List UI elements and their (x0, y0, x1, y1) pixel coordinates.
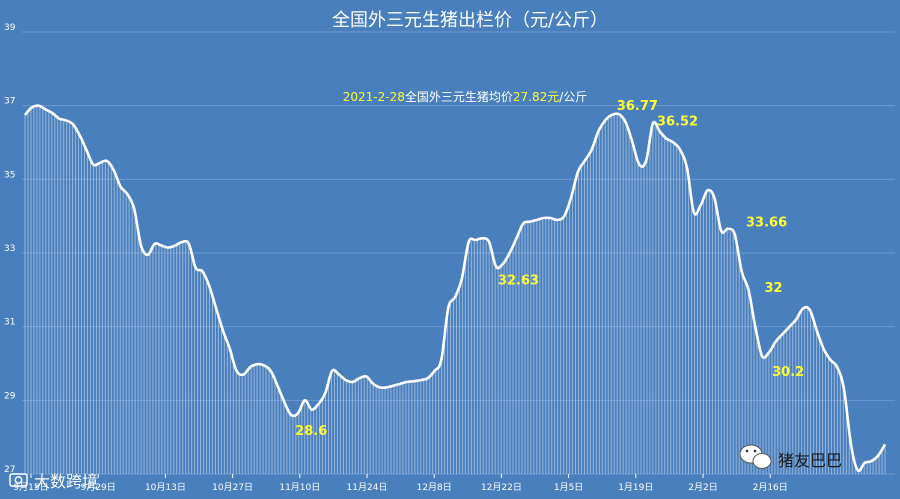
data-label: 36.77 (617, 99, 658, 114)
axis-labels: 27 29 31 33 35 37 39 9月15日 9月29日 10月13日 10月27日 11月1… (4, 23, 788, 493)
series-line (23, 104, 887, 473)
y-tick-label: 39 (4, 23, 16, 33)
x-tick-label: 1月5日 (554, 482, 583, 493)
y-tick-label: 31 (4, 318, 15, 328)
watermark-left: 大数跨境 (9, 472, 98, 491)
camera-icon (9, 473, 28, 487)
x-tick-label: 10月13日 (145, 482, 186, 493)
subtitle-date: 2021-2-28 (343, 90, 405, 104)
y-tick-label: 37 (4, 97, 15, 107)
chart-subtitle: 2021-2-28全国外三元生猪均价27.82元/公斤 (343, 89, 588, 104)
x-tick-label: 1月19日 (618, 482, 653, 493)
series-line-layer (23, 104, 887, 473)
subtitle-value: 27.82元 (513, 90, 559, 104)
watermark-left-text: 大数跨境 (34, 472, 98, 491)
data-label: 32 (764, 281, 782, 296)
data-label: 32.63 (498, 274, 539, 289)
x-tick-label: 12月8日 (417, 482, 452, 493)
data-label: 33.66 (746, 216, 787, 231)
data-label: 36.52 (657, 114, 698, 129)
data-label: 30.2 (772, 365, 804, 380)
x-tick-label: 11月24日 (347, 482, 388, 493)
subtitle-unit: /公斤 (559, 90, 587, 104)
x-tick-label: 10月27日 (212, 482, 253, 493)
y-tick-label: 33 (4, 244, 15, 254)
area-hatch (24, 106, 886, 474)
wechat-icon (739, 444, 772, 469)
data-label: 28.6 (295, 424, 327, 439)
y-tick-label: 29 (4, 391, 16, 401)
x-tick-label: 9月29日 (81, 482, 116, 493)
x-tick-label: 11月10日 (279, 482, 320, 493)
grid-lines (22, 31, 895, 475)
x-tick-label: 12月22日 (481, 482, 522, 493)
x-tick-label: 2月16日 (753, 482, 788, 493)
x-tick-label: 9月15日 (13, 482, 48, 493)
watermark-right: 猪友巴巴 (739, 444, 842, 470)
watermark-right-text: 猪友巴巴 (778, 451, 842, 470)
x-tick-label: 2月2日 (688, 482, 717, 493)
subtitle-text: 全国外三元生猪均价 (405, 89, 513, 104)
y-tick-label: 35 (4, 170, 15, 180)
y-tick-label: 27 (4, 465, 15, 475)
chart-title: 全国外三元生猪出栏价（元/公斤） (332, 10, 608, 31)
